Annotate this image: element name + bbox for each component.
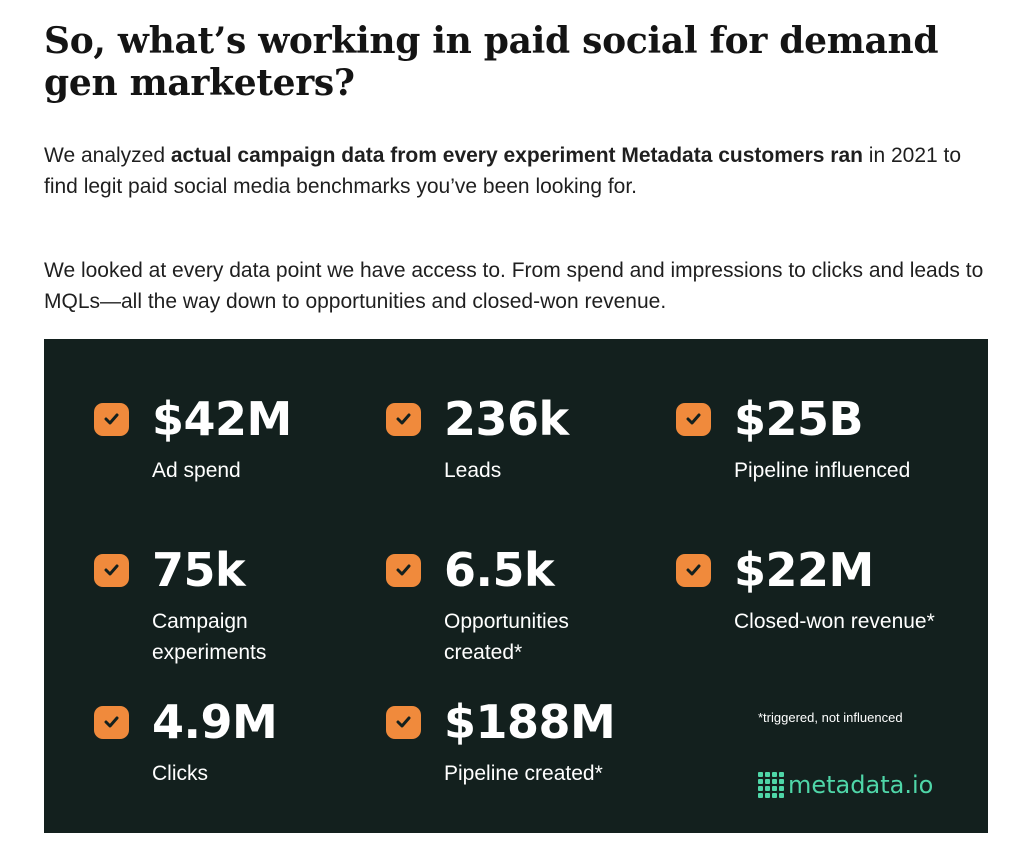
- page-title: So, what’s working in paid social for de…: [44, 20, 939, 104]
- stats-panel: $42M Ad spend 236k Leads $25B Pipeline i…: [44, 339, 988, 833]
- stat-value: $22M: [734, 543, 874, 597]
- stat-label: Pipeline influenced: [734, 459, 911, 482]
- stat-value: 4.9M: [152, 695, 278, 749]
- check-badge-icon: [676, 403, 711, 436]
- method-paragraph: We looked at every data point we have ac…: [44, 259, 984, 313]
- check-badge-icon: [386, 706, 421, 739]
- stat-label: Ad spend: [152, 459, 241, 482]
- stat-value: $42M: [152, 392, 292, 446]
- stat-label: Closed-won revenue*: [734, 610, 935, 633]
- check-badge-icon: [386, 403, 421, 436]
- intro-paragraph: We analyzed actual campaign data from ev…: [44, 140, 994, 202]
- stat-label: Campaign experiments: [152, 610, 267, 664]
- check-badge-icon: [94, 554, 129, 587]
- stat-label: Opportunities created*: [444, 610, 569, 664]
- brand-logo[interactable]: metadata.io: [758, 768, 933, 802]
- brand-name: metadata.io: [788, 771, 934, 799]
- stat-value: 75k: [152, 543, 246, 597]
- stat-label: Leads: [444, 459, 502, 482]
- stat-value: $188M: [444, 695, 616, 749]
- metadata-logo-icon: [758, 772, 784, 798]
- intro-text-end: in 2021 to find legit paid social media …: [44, 144, 962, 198]
- check-badge-icon: [94, 403, 129, 436]
- footnote: *triggered, not influenced: [758, 710, 903, 725]
- intro-text-start: We analyzed: [44, 144, 171, 167]
- stat-label: Pipeline created*: [444, 762, 603, 785]
- stat-label: Clicks: [152, 762, 208, 785]
- check-badge-icon: [676, 554, 711, 587]
- stat-value: 6.5k: [444, 543, 555, 597]
- stat-value: 236k: [444, 392, 569, 446]
- check-badge-icon: [386, 554, 421, 587]
- check-badge-icon: [94, 706, 129, 739]
- stat-value: $25B: [734, 392, 864, 446]
- intro-text-bold: actual campaign data from every experime…: [170, 144, 863, 167]
